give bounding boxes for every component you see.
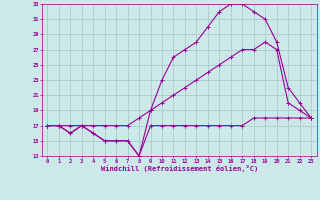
X-axis label: Windchill (Refroidissement éolien,°C): Windchill (Refroidissement éolien,°C) (100, 165, 258, 172)
